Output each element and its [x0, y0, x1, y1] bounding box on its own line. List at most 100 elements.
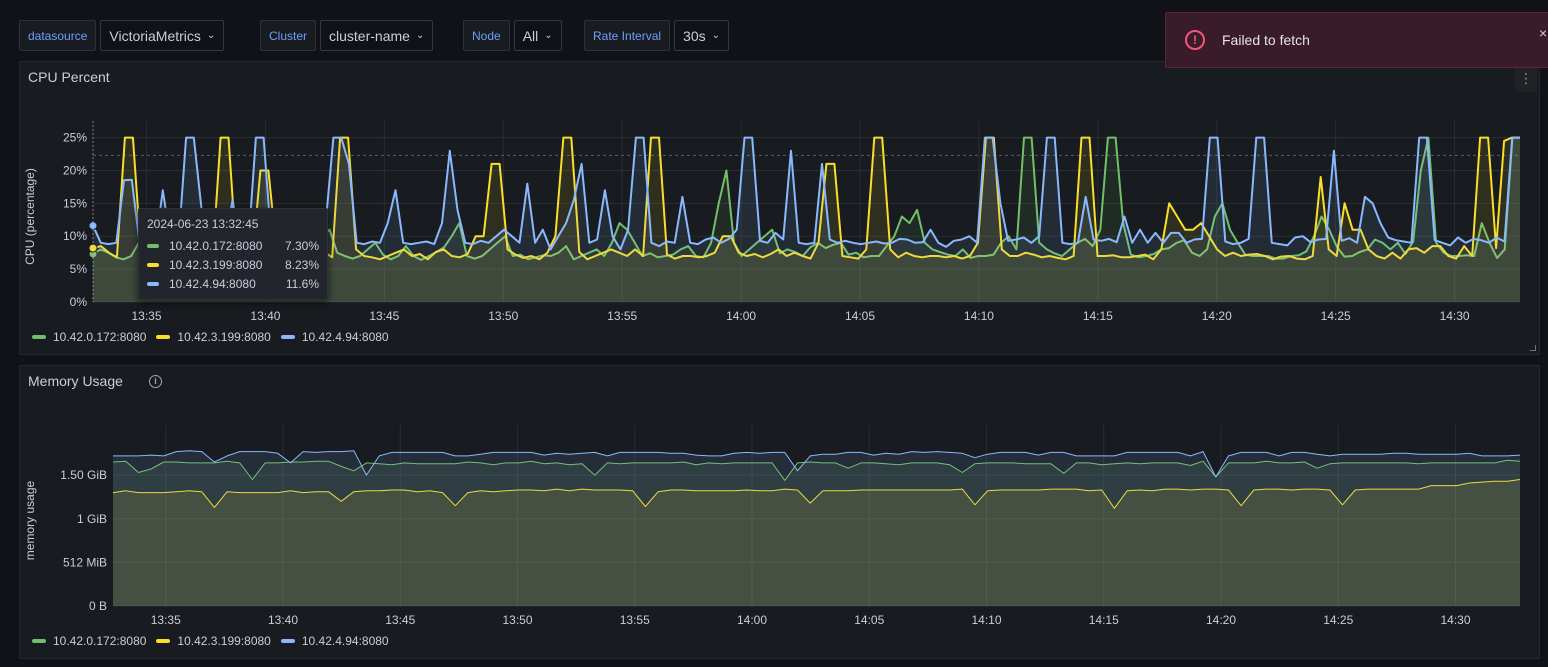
y-tick-label: 0%: [70, 295, 88, 309]
series-area-2: [93, 137, 1520, 302]
memory-chart[interactable]: 0 B 512 MiB 1 GiB 1.50 GiB 13:35 13:40 13:45 13…: [20, 394, 1541, 656]
series-line-2: [112, 479, 1521, 509]
series-area-3: [93, 137, 1520, 302]
variable-label-datasource: datasource: [19, 20, 97, 51]
x-tick-label: 13:45: [385, 613, 415, 627]
variable-cluster: Cluster cluster-name ⌄: [260, 20, 434, 51]
tooltip-series-name: 10.42.3.199:8080: [169, 257, 263, 272]
tooltip-row: 10.42.3.199:8080 8.23%: [147, 255, 319, 274]
x-tick-label: 13:40: [250, 309, 280, 323]
legend-item[interactable]: 10.42.4.94:8080: [280, 330, 389, 344]
legend-item[interactable]: 10.42.0.172:8080: [32, 634, 146, 648]
hover-point-2: [88, 243, 98, 253]
legend-item[interactable]: 10.42.3.199:8080: [156, 330, 271, 344]
y-tick-label: 25%: [63, 131, 87, 145]
chevron-down-icon: ⌄: [711, 30, 721, 41]
y-tick-label: 5%: [70, 262, 88, 276]
legend-item[interactable]: 10.42.0.172:8080: [32, 330, 146, 344]
series-area-3: [113, 450, 1520, 606]
x-tick-label: 14:00: [726, 309, 756, 323]
y-tick-label: 10%: [63, 229, 87, 243]
series-area-1: [113, 460, 1520, 606]
x-tick-label: 14:25: [1321, 309, 1351, 323]
cpu-chart[interactable]: 0% 5% 10% 15% 20% 25% 13:35 13:40 13:45 13:50 13:5…: [20, 90, 1541, 352]
x-tick-label: 13:40: [268, 613, 298, 627]
memory-legend: 10.42.0.172:8080 10.42.3.199:8080 10.42.…: [32, 634, 399, 648]
memory-usage-panel: Memory Usage i 0 B 512 MiB 1 GiB 1.50 GiB 13…: [19, 365, 1540, 659]
x-tick-label: 13:45: [369, 309, 399, 323]
variable-node: Node All ⌄: [463, 20, 562, 51]
tooltip-series-value: 8.23%: [284, 257, 319, 272]
chevron-down-icon: ⌄: [544, 30, 553, 41]
legend-item[interactable]: 10.42.4.94:8080: [280, 634, 389, 648]
tooltip-swatch: [147, 243, 159, 248]
datasource-value: VictoriaMetrics: [109, 27, 201, 44]
legend-label: 10.42.4.94:8080: [301, 634, 389, 648]
x-tick-label: 14:10: [964, 309, 994, 323]
chart-tooltip: 2024-06-23 13:32:45 10.42.0.172:8080 7.30…: [138, 208, 328, 300]
legend-label: 10.42.0.172:8080: [53, 330, 147, 344]
chevron-down-icon: ⌄: [206, 30, 216, 41]
series-line-1: [92, 136, 1520, 261]
series-line-3: [92, 136, 1520, 253]
variable-rate-interval: Rate Interval 30s ⌄: [584, 20, 730, 51]
variable-label-rate-interval: Rate Interval: [584, 20, 671, 51]
legend-label: 10.42.3.199:8080: [177, 330, 271, 344]
panel-title[interactable]: CPU Percent: [28, 69, 110, 85]
x-tick-label: 14:15: [1089, 613, 1119, 627]
tooltip-series-name: 10.42.4.94:8080: [169, 276, 256, 291]
info-icon[interactable]: i: [149, 375, 162, 388]
close-icon[interactable]: ×: [1539, 25, 1548, 41]
legend-label: 10.42.0.172:8080: [53, 634, 147, 648]
cluster-value: cluster-name: [329, 27, 410, 44]
x-tick-label: 14:30: [1440, 613, 1470, 627]
datasource-select[interactable]: VictoriaMetrics ⌄: [100, 20, 225, 51]
legend-swatch: [156, 335, 171, 339]
error-toast: ! Failed to fetch ×: [1165, 12, 1548, 68]
cpu-legend: 10.42.0.172:8080 10.42.3.199:8080 10.42.…: [32, 330, 399, 344]
variable-label-node: Node: [463, 20, 510, 51]
panel-menu-icon[interactable]: ⋮: [1515, 66, 1537, 92]
tooltip-series-name: 10.42.0.172:8080: [169, 238, 263, 253]
x-tick-label: 14:20: [1206, 613, 1236, 627]
cluster-select[interactable]: cluster-name ⌄: [320, 20, 434, 51]
legend-swatch: [280, 335, 295, 339]
legend-label: 10.42.3.199:8080: [177, 634, 271, 648]
tooltip-swatch: [147, 281, 159, 286]
variable-datasource: datasource VictoriaMetrics ⌄: [19, 20, 225, 51]
y-tick-label: 0 B: [89, 599, 107, 613]
x-tick-label: 14:05: [845, 309, 875, 323]
y-tick-label: 1.50 GiB: [60, 468, 107, 482]
x-tick-label: 14:20: [1202, 309, 1232, 323]
x-tick-label: 14:05: [854, 613, 884, 627]
tooltip-series-value: 7.30%: [284, 238, 319, 253]
x-tick-label: 13:35: [151, 613, 181, 627]
legend-swatch: [32, 639, 46, 643]
series-line-1: [112, 459, 1521, 481]
alert-circle-icon: !: [1185, 30, 1205, 50]
tooltip-swatch: [147, 262, 159, 267]
legend-label: 10.42.4.94:8080: [301, 330, 389, 344]
y-tick-label: 20%: [63, 163, 87, 177]
x-tick-label: 14:10: [971, 613, 1001, 627]
x-tick-label: 14:00: [737, 613, 767, 627]
x-tick-label: 14:15: [1083, 309, 1113, 323]
legend-swatch: [280, 639, 295, 643]
y-axis-label: memory usage: [23, 480, 37, 560]
series-area-1: [93, 137, 1520, 302]
rate-interval-value: 30s: [683, 27, 706, 44]
panel-title[interactable]: Memory Usage: [28, 373, 123, 389]
x-tick-label: 13:50: [488, 309, 518, 323]
tooltip-series-value: 11.6%: [285, 276, 319, 291]
panel-resize-handle[interactable]: [1530, 345, 1536, 351]
node-select[interactable]: All ⌄: [513, 20, 562, 51]
toast-message: Failed to fetch: [1222, 32, 1310, 48]
y-tick-label: 15%: [63, 196, 87, 210]
series-area-2: [113, 479, 1520, 606]
rate-interval-select[interactable]: 30s ⌄: [674, 20, 730, 51]
y-tick-label: 512 MiB: [63, 555, 107, 569]
legend-item[interactable]: 10.42.3.199:8080: [156, 634, 271, 648]
series-line-3: [113, 450, 1521, 478]
chevron-down-icon: ⌄: [415, 30, 425, 41]
x-tick-label: 14:25: [1323, 613, 1353, 627]
